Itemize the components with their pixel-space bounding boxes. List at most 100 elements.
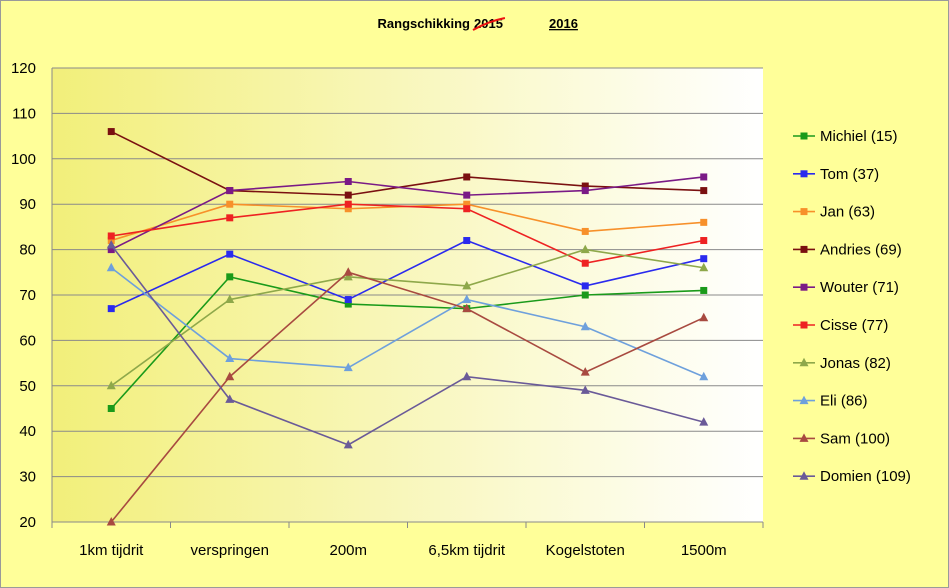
legend-entry: Wouter (71) — [793, 279, 899, 296]
legend-entry: Jonas (82) — [793, 355, 891, 372]
data-point — [344, 205, 352, 213]
series-5 — [107, 173, 708, 254]
series-8 — [106, 262, 709, 381]
data-point — [107, 128, 115, 136]
legend: Michiel (15) Tom (37) Jan (63) Andries (69)… — [793, 128, 911, 485]
y-tick-label: 120 — [11, 60, 36, 77]
x-tick-label: 200m — [329, 542, 367, 559]
data-point — [344, 200, 352, 208]
data-point — [581, 227, 589, 235]
data-point — [462, 280, 472, 290]
y-tick-label: 20 — [19, 514, 36, 531]
legend-label: Domien (109) — [820, 468, 911, 485]
data-point — [106, 380, 116, 390]
legend-entry: Andries (69) — [793, 241, 902, 258]
series-line — [110, 244, 704, 446]
x-axis: 1km tijdrit verspringen 200m 6,5km tijdrit K… — [51, 522, 764, 559]
y-axis: 20 30 40 50 60 70 80 90 100 110 120 — [11, 60, 53, 531]
series-line — [110, 271, 705, 523]
data-point — [463, 191, 471, 199]
series-line — [110, 239, 704, 310]
data-point — [344, 178, 352, 185]
x-tick-label: 1km tijdrit — [79, 542, 144, 559]
y-tick-label: 100 — [11, 151, 36, 168]
data-point — [343, 439, 353, 449]
series-layer — [106, 128, 709, 526]
legend-entry: Tom (37) — [793, 166, 879, 183]
legend-label: Tom (37) — [820, 166, 879, 183]
series-2 — [107, 237, 708, 313]
data-point — [700, 173, 708, 181]
y-tick-label: 40 — [19, 423, 36, 440]
data-point — [463, 205, 471, 213]
y-tick-label: 30 — [19, 469, 36, 486]
data-point — [225, 294, 235, 304]
data-point — [226, 250, 234, 258]
data-point — [700, 237, 708, 245]
y-tick-label: 110 — [12, 105, 36, 122]
legend-entry: Jan (63) — [793, 204, 875, 221]
data-point — [581, 182, 589, 190]
series-line — [110, 267, 705, 378]
data-point — [699, 371, 709, 381]
data-point — [462, 294, 472, 304]
legend-entry: Eli (86) — [793, 393, 868, 410]
data-point — [581, 291, 589, 299]
data-point — [225, 353, 235, 363]
series-7 — [106, 244, 709, 390]
data-point — [343, 267, 353, 276]
series-10 — [106, 240, 709, 449]
data-point — [580, 244, 590, 254]
data-point — [344, 191, 352, 199]
data-point — [580, 367, 590, 376]
data-point — [700, 255, 708, 263]
data-point — [225, 394, 235, 403]
legend-marker — [800, 208, 808, 216]
data-point — [700, 218, 708, 226]
title-prefix: Rangschikking — [378, 16, 471, 31]
data-point — [226, 200, 234, 208]
data-point — [106, 517, 116, 526]
series-line — [110, 248, 704, 387]
data-point — [225, 371, 235, 381]
title-new-year: 2016 — [549, 16, 578, 31]
legend-marker — [799, 357, 809, 367]
y-tick-label: 90 — [19, 196, 36, 213]
legend-marker — [800, 132, 808, 140]
data-point — [344, 300, 352, 308]
data-point — [226, 214, 234, 222]
series-6 — [107, 200, 708, 267]
legend-entry: Domien (109) — [793, 468, 911, 485]
x-tick-label: 6,5km tijdrit — [428, 542, 506, 559]
series-line — [110, 130, 704, 196]
data-point — [107, 246, 115, 254]
legend-label: Wouter (71) — [820, 279, 899, 296]
data-point — [699, 312, 709, 322]
data-point — [699, 262, 709, 272]
data-point — [581, 259, 589, 267]
series-line — [111, 203, 704, 265]
legend-entry: Cisse (77) — [793, 317, 888, 334]
chart-title: Rangschikking 2015 2016 — [378, 16, 578, 31]
y-tick-label: 70 — [19, 287, 36, 304]
data-point — [463, 200, 471, 208]
data-point — [107, 305, 115, 313]
legend-label: Sam (100) — [820, 430, 890, 447]
legend-marker — [800, 170, 808, 178]
y-tick-label: 50 — [19, 378, 36, 395]
y-tick-label: 80 — [19, 242, 36, 259]
data-point — [343, 271, 353, 281]
data-point — [226, 273, 234, 281]
legend-label: Jonas (82) — [820, 355, 891, 372]
x-tick-label: Kogelstoten — [546, 542, 625, 559]
data-point — [107, 232, 115, 240]
data-point — [580, 385, 590, 394]
data-point — [107, 405, 115, 412]
legend-label: Eli (86) — [820, 393, 868, 410]
strikethrough-mark — [472, 17, 506, 31]
legend-marker — [800, 321, 808, 329]
data-point — [700, 286, 708, 294]
legend-entry: Michiel (15) — [793, 128, 898, 145]
legend-marker — [800, 283, 808, 291]
